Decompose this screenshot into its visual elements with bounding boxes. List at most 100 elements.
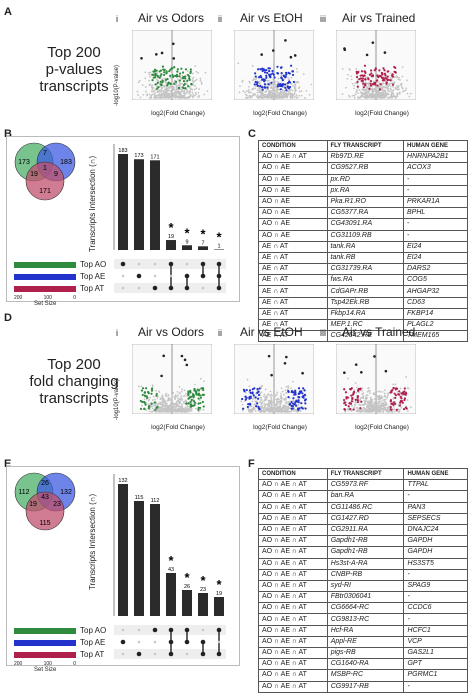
- upset-matrix-dot: [217, 640, 221, 644]
- transcript-cell: CG1640-RA: [326, 658, 405, 671]
- volcano-num: i: [116, 14, 118, 24]
- condition-cell: AO ∩ AE ∩ AT: [258, 658, 328, 671]
- upset-matrix-dot: [216, 261, 222, 267]
- upset-matrix-dot: [136, 651, 142, 657]
- gene-cell: SPAG9: [403, 579, 468, 593]
- upset-bar-label: 112: [151, 498, 160, 504]
- volcano-num: ii: [218, 14, 222, 24]
- volcano-plot-area: [234, 344, 314, 414]
- condition-cell: AE ∩ AT: [258, 296, 328, 309]
- venn-e-all: 43: [41, 494, 49, 501]
- gene-cell: EI24: [403, 240, 468, 253]
- condition-cell: AO ∩ AE: [258, 195, 328, 209]
- significance-star: *: [200, 226, 206, 241]
- table-row: AE ∩ AT fws.RA COG5: [258, 274, 468, 287]
- table-f-header-condition: CONDITION: [258, 467, 328, 481]
- volcano-plot-area: [132, 30, 212, 100]
- table-row: AE ∩ AT tank.RB EI24: [258, 251, 468, 265]
- significance-star: *: [184, 570, 190, 585]
- volcano-xlabel: log2(Fold Change): [355, 110, 409, 117]
- transcript-cell: px.RA: [326, 184, 405, 197]
- condition-cell: AO ∩ AE ∩ AT: [258, 680, 328, 693]
- gene-cell: -: [403, 229, 468, 242]
- gene-cell: HCFC1: [403, 624, 468, 637]
- venn-b-at: 171: [39, 188, 51, 195]
- panel-f-label: F: [248, 458, 255, 470]
- upset-bar: [134, 501, 144, 616]
- transcript-cell: CG2911.RA: [326, 523, 405, 537]
- transcript-cell: px.RD: [326, 173, 405, 186]
- table-row: AO ∩ AE CG31109.RB -: [258, 229, 468, 242]
- upset-matrix-dot: [153, 262, 157, 266]
- transcript-cell: CG6664-RC: [326, 602, 405, 615]
- set-size-ticks: 200 100 0: [14, 661, 76, 667]
- volcano-title: Air vs EtOH: [240, 325, 303, 339]
- gene-cell: -: [403, 218, 468, 231]
- transcript-cell: Gapdh1-RB: [326, 535, 405, 548]
- gene-cell: TTPAL: [403, 479, 468, 492]
- gene-cell: -: [403, 490, 468, 503]
- condition-cell: AO ∩ AE ∩ AT: [258, 557, 328, 570]
- transcript-cell: CG5377.RA: [326, 207, 405, 220]
- upset-matrix-dot: [121, 274, 125, 278]
- venn-b-ao-at: 19: [30, 171, 38, 178]
- upset-matrix-dot: [184, 285, 190, 291]
- table-row: AO ∩ AE ∩ AT CG9917-RB -: [258, 680, 468, 693]
- upset-bar-label: 9: [185, 239, 188, 245]
- gene-cell: -: [403, 680, 468, 693]
- condition-cell: AO ∩ AE ∩ AT: [258, 635, 328, 649]
- condition-cell: AO ∩ AE ∩ AT: [258, 646, 328, 660]
- upset-matrix-dot: [121, 286, 125, 290]
- volcano-title: Air vs Trained: [342, 11, 416, 25]
- upset-bar: [150, 504, 160, 616]
- upset-bar-label: 26: [184, 584, 190, 590]
- table-row: AO ∩ AE ∩ AT Appl-RE VCP: [258, 635, 468, 649]
- gene-cell: HNRNPA2B1: [403, 151, 468, 164]
- condition-cell: AO ∩ AE ∩ AT: [258, 591, 328, 604]
- volcano-num: ii: [218, 328, 222, 338]
- upset-matrix-dot: [185, 652, 189, 656]
- volcano-xlabel: log2(Fold Change): [151, 110, 205, 117]
- gene-cell: -: [403, 591, 468, 604]
- upset-matrix-dot: [120, 261, 126, 267]
- upset-bar-label: 183: [118, 148, 127, 154]
- gene-cell: GAS2L1: [403, 646, 468, 660]
- gene-cell: TMEM165: [403, 330, 468, 343]
- set-label: Top AE: [80, 272, 106, 281]
- upset-matrix-dot: [120, 639, 126, 645]
- table-row: AO ∩ AE CG5377.RA BPHL: [258, 207, 468, 220]
- gene-cell: GAPDH: [403, 535, 468, 548]
- volcano-title: Air vs Odors: [138, 11, 205, 25]
- set-size-tick: 200: [14, 661, 23, 667]
- table-row: AE ∩ AT CG31739.RA DARS2: [258, 263, 468, 276]
- upset-bar-label: 173: [134, 153, 143, 159]
- venn-e-ao-ae: 26: [41, 480, 49, 487]
- upset-bar-label: 7: [201, 240, 204, 246]
- panel-d-label: D: [4, 312, 12, 324]
- table-f-header-gene: HUMAN GENE: [403, 467, 468, 481]
- table-row: AO ∩ AE ∩ AT CNBP-RB -: [258, 568, 468, 581]
- gene-table-c: CONDITION FLY TRANSCRIPT HUMAN GENE AO ∩…: [258, 139, 468, 343]
- venn-b-all: 1: [43, 165, 47, 172]
- gene-cell: PGRMC1: [403, 669, 468, 682]
- set-size-bar: [14, 640, 76, 646]
- significance-star: *: [216, 229, 222, 244]
- upset-matrix-dot: [137, 262, 141, 266]
- upset-bar: [166, 573, 176, 616]
- upset-matrix-dot: [216, 651, 222, 657]
- volcano-plot-area: [336, 30, 416, 100]
- transcript-cell: tank.RA: [326, 240, 405, 253]
- panel-a-title: Top 200 p-values transcripts: [39, 44, 109, 95]
- set-size-tick: 0: [73, 661, 76, 667]
- set-label: Top AT: [80, 284, 105, 293]
- upset-matrix-dot: [184, 639, 190, 645]
- upset-matrix-dot: [152, 627, 158, 633]
- upset-bar: [182, 245, 192, 250]
- transcript-cell: Tsp42Ek.RB: [326, 296, 405, 309]
- table-row: AE ∩ AT tank.RA EI24: [258, 240, 468, 253]
- transcript-cell: Fkbp14.RA: [326, 307, 405, 321]
- upset-matrix-dot: [168, 639, 174, 645]
- transcript-cell: fws.RA: [326, 274, 405, 287]
- transcript-cell: CG43091.RA: [326, 218, 405, 231]
